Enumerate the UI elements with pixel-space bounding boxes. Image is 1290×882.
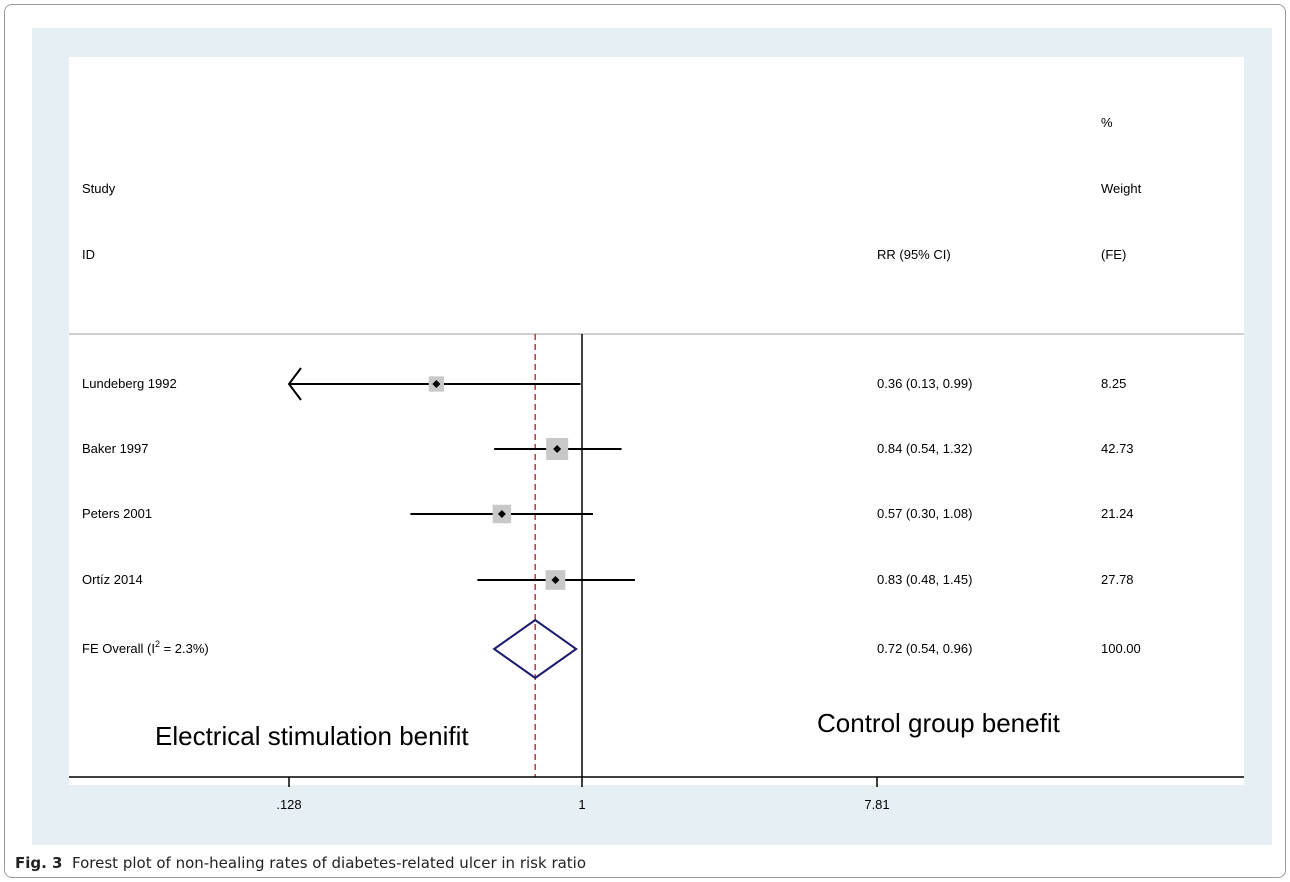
study-weight-text: 21.24 (1101, 506, 1134, 521)
study-point-estimate (497, 510, 506, 518)
study-effect-text: 0.84 (0.54, 1.32) (877, 441, 972, 456)
study-label: Baker 1997 (82, 441, 149, 456)
annotation-right: Control group benefit (817, 708, 1061, 738)
forest-plot: Study ID RR (95% CI)% Weight (FE) Lundeberg 1… (69, 57, 1244, 837)
header-weight-percent: % (1101, 115, 1113, 130)
figure-label: Fig. 3 (15, 854, 63, 872)
annotation-left: Electrical stimulation benifit (155, 721, 469, 751)
x-tick-label: 7.81 (864, 797, 889, 812)
overall-weight-text: 100.00 (1101, 641, 1141, 656)
study-weight-text: 42.73 (1101, 441, 1134, 456)
study-effect-text: 0.57 (0.30, 1.08) (877, 506, 972, 521)
forest-plot-svg: Study ID RR (95% CI)% Weight (FE) Lundeberg 1… (69, 57, 1244, 812)
overall-label: FE Overall (I2 = 2.3%) (82, 639, 209, 656)
x-tick-label: .128 (276, 797, 301, 812)
study-label: Lundeberg 1992 (82, 376, 177, 391)
study-effect-text: 0.36 (0.13, 0.99) (877, 376, 972, 391)
header-study: Study (82, 181, 116, 196)
caption-text: Forest plot of non-healing rates of diab… (72, 854, 587, 872)
header-id: ID (82, 247, 95, 262)
ci-clipped-arrow (287, 367, 302, 401)
plot-background (69, 57, 1244, 785)
figure-frame: Study ID RR (95% CI)% Weight (FE) Lundeberg 1… (4, 4, 1286, 878)
study-point-estimate (553, 445, 562, 453)
study-point-estimate (432, 380, 441, 388)
study-label: Peters 2001 (82, 506, 152, 521)
figure-caption: Fig. 3 Forest plot of non-healing rates … (15, 854, 586, 872)
study-weight-text: 8.25 (1101, 376, 1126, 391)
study-label: Ortíz 2014 (82, 572, 143, 587)
study-point-estimate (551, 576, 560, 584)
study-weight-text: 27.78 (1101, 572, 1134, 587)
header-weight: Weight (1101, 181, 1142, 196)
overall-effect-text: 0.72 (0.54, 0.96) (877, 641, 972, 656)
header-weight-fe: (FE) (1101, 247, 1126, 262)
study-effect-text: 0.83 (0.48, 1.45) (877, 572, 972, 587)
overall-diamond (492, 618, 578, 680)
header-effect: RR (95% CI) (877, 247, 951, 262)
x-tick-label: 1 (578, 797, 585, 812)
